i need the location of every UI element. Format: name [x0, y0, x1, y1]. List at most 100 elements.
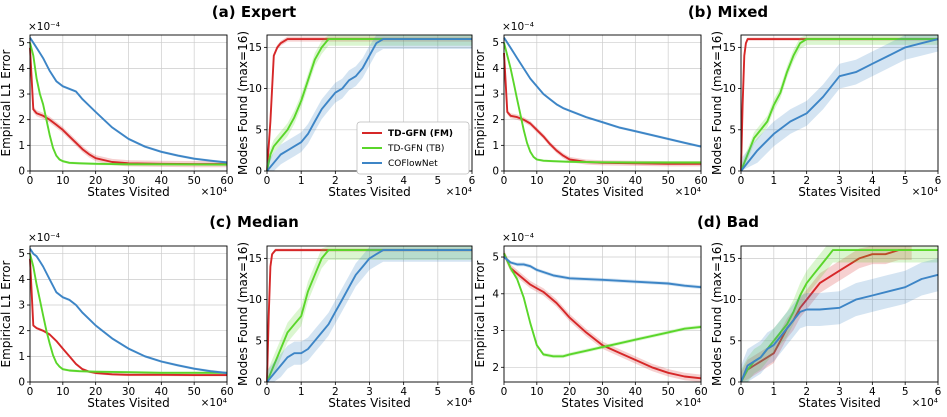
x-tick-label: 3	[836, 175, 843, 187]
x-tick-label: 5	[902, 386, 909, 398]
x-tick-label: 0	[501, 175, 508, 187]
y-multiplier: ×10⁻⁴	[502, 232, 534, 244]
x-tick-label: 6	[469, 175, 476, 187]
x-multiplier: ×10⁴	[675, 397, 701, 409]
panel-1-modes: 0 1 2 3 4 5 6 0 5 10 15 States Visited Modes Found (…	[236, 31, 476, 199]
x-multiplier: ×10⁴	[201, 186, 227, 198]
x-tick-label: 6	[935, 175, 942, 187]
y-tick-label: 0	[18, 377, 25, 389]
y-axis-label: Modes Found (max=16)	[710, 242, 724, 386]
y-tick-label: 2	[18, 325, 25, 337]
x-axis-label: States Visited	[561, 396, 643, 410]
line-cof	[503, 37, 702, 148]
band-tb	[267, 246, 472, 382]
x-axis-label: States Visited	[798, 396, 880, 410]
x-tick-label: 40	[629, 175, 642, 187]
x-tick-label: 20	[89, 386, 102, 398]
line-fm	[740, 249, 912, 383]
line-tb	[740, 38, 938, 172]
x-axis-label: States Visited	[561, 185, 643, 199]
legend: TD-GFN (FM) TD-GFN (TB) COFlowNet	[356, 121, 470, 175]
band-cof	[267, 246, 472, 382]
x-tick-label: 20	[89, 175, 102, 187]
y-tick-label: 5	[255, 335, 262, 347]
y-tick-label: 5	[492, 37, 499, 49]
x-tick-label: 30	[596, 386, 609, 398]
y-axis-label: Empirical L1 Error	[473, 49, 487, 156]
y-tick-label: 15	[249, 42, 262, 54]
x-tick-label: 60	[220, 175, 233, 187]
x-tick-label: 3	[836, 386, 843, 398]
line-fm	[503, 253, 702, 380]
x-tick-label: 0	[27, 386, 34, 398]
band-cof	[741, 35, 938, 171]
x-multiplier: ×10⁴	[201, 397, 227, 409]
line-tb	[29, 42, 228, 166]
panel-3-modes: 0 1 2 3 4 5 6 0 5 10 15 States Visited Modes Found (…	[710, 31, 942, 199]
y-tick-label: 5	[729, 335, 736, 347]
x-tick-label: 50	[661, 386, 674, 398]
y-tick-label: 1	[18, 351, 25, 363]
legend-label-cof: COFlowNet	[388, 159, 438, 169]
x-tick-label: 1	[770, 386, 777, 398]
line-tb	[266, 249, 472, 383]
panel-7-modes: 0 1 2 3 4 5 6 0 5 10 15 States Visited Modes Found (…	[710, 242, 942, 410]
group-title-c: (c) Median	[209, 213, 299, 231]
x-tick-label: 1	[770, 175, 777, 187]
y-tick-label: 10	[723, 83, 736, 95]
x-tick-label: 3	[366, 386, 373, 398]
line-fm	[740, 38, 938, 172]
y-tick-label: 3	[492, 89, 499, 101]
panel-4-error: 0 10 20 30 40 50 60 0 1 2 3 4 5 States Visited Empiric…	[0, 232, 234, 410]
y-tick-label: 0	[18, 166, 25, 178]
line-fm	[266, 249, 472, 383]
x-tick-label: 5	[434, 175, 441, 187]
panel-5-modes: 0 1 2 3 4 5 6 0 5 10 15 States Visited Modes Found (…	[236, 242, 476, 410]
line-tb	[266, 38, 472, 172]
x-axis-label: States Visited	[328, 396, 410, 410]
x-tick-label: 2	[803, 175, 810, 187]
legend-box	[356, 121, 470, 175]
group-title-d: (d) Bad	[697, 213, 759, 231]
y-tick-label: 0	[729, 166, 736, 178]
y-tick-label: 3	[18, 89, 25, 101]
x-tick-label: 1	[298, 175, 305, 187]
x-multiplier: ×10⁴	[912, 186, 938, 198]
line-cof	[503, 256, 702, 289]
x-axis-label: States Visited	[798, 185, 880, 199]
y-tick-label: 5	[729, 124, 736, 136]
line-cof	[266, 249, 472, 383]
x-tick-label: 30	[122, 386, 135, 398]
x-tick-label: 30	[122, 175, 135, 187]
y-multiplier: ×10⁻⁴	[502, 21, 534, 33]
x-axis-label: States Visited	[87, 396, 169, 410]
x-tick-label: 40	[629, 386, 642, 398]
y-axis-label: Modes Found (max=16)	[236, 31, 250, 175]
x-tick-label: 30	[596, 175, 609, 187]
y-tick-label: 1	[492, 140, 499, 152]
x-multiplier: ×10⁴	[675, 186, 701, 198]
y-tick-label: 15	[723, 42, 736, 54]
y-tick-label: 2	[492, 362, 499, 374]
line-cof	[29, 37, 228, 164]
line-tb	[29, 253, 227, 374]
line-cof	[740, 38, 939, 172]
legend-label-fm: TD-GFN (FM)	[388, 129, 453, 139]
band-tb	[741, 35, 938, 171]
y-tick-label: 2	[492, 114, 499, 126]
y-tick-label: 10	[249, 294, 262, 306]
x-tick-label: 5	[902, 175, 909, 187]
y-tick-label: 3	[18, 300, 25, 312]
band-tb	[741, 246, 938, 382]
x-tick-label: 0	[264, 175, 271, 187]
x-tick-label: 0	[738, 175, 745, 187]
panel-2-error: 0 10 20 30 40 50 60 0 1 2 3 4 5 States Visited Empiric…	[473, 21, 708, 199]
x-tick-label: 3	[366, 175, 373, 187]
x-tick-label: 2	[332, 386, 339, 398]
x-tick-label: 20	[563, 175, 576, 187]
y-tick-label: 4	[18, 63, 25, 75]
x-tick-label: 50	[187, 175, 200, 187]
x-tick-label: 50	[661, 175, 674, 187]
x-tick-label: 1	[298, 386, 305, 398]
x-tick-label: 0	[501, 386, 508, 398]
